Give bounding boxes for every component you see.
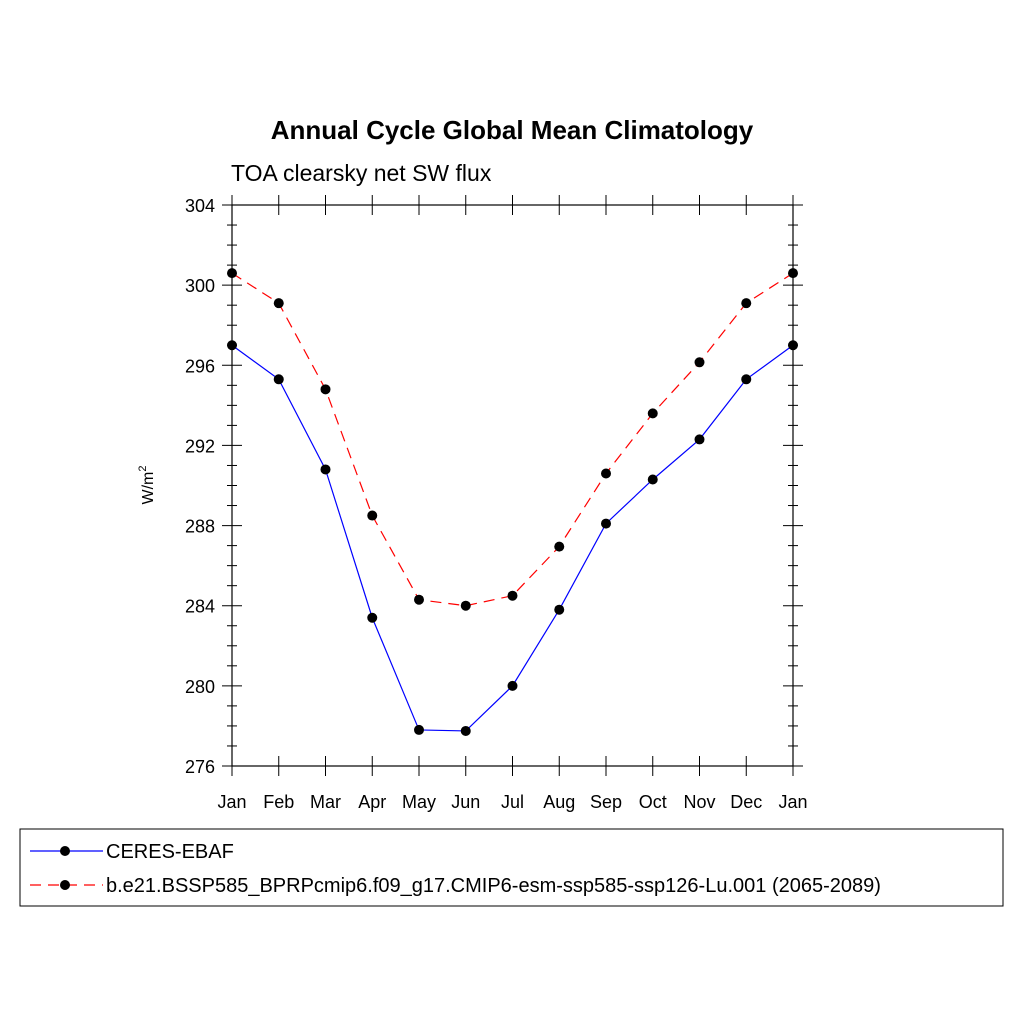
series-0-point [273,374,284,385]
series-0-point [460,725,471,736]
series-1-point [507,590,518,601]
series-1-point [227,268,237,279]
y-tick-labels: 276 280 284 288 292 296 300 304 [185,196,215,777]
axis-ticks [222,195,803,776]
x-tick-labels: Jan Feb Mar Apr May Jun Jul Aug Sep Oct Nov Dec Jan [217,792,807,812]
series-0-point [414,724,424,735]
x-tick-label: Mar [310,792,341,812]
series-1-point [414,594,424,605]
legend: CERES-EBAF b.e21.BSSP585_BPRPcmip6.f09_g1… [30,841,881,897]
y-tick-label: 292 [185,436,215,456]
series-0-point [507,680,518,691]
series-1-point [788,268,798,279]
chart-subtitle: TOA clearsky net SW flux [231,160,492,186]
x-tick-label: Jan [217,792,246,812]
x-tick-label: Jul [501,792,524,812]
y-axis-label: W/m2 [137,466,157,505]
y-tick-label: 300 [185,276,215,296]
series-1-point [367,510,378,521]
y-tick-label: 304 [185,196,215,216]
series-0-point [554,604,565,615]
legend-label-0: CERES-EBAF [106,841,234,863]
x-tick-label: Apr [358,792,386,812]
y-tick-label: 288 [185,517,215,537]
series-line-1 [231,272,794,607]
series-0-point [647,474,658,485]
y-tick-label: 280 [185,677,215,697]
series-1-point [601,468,611,479]
legend-label-1: b.e21.BSSP585_BPRPcmip6.f09_g17.CMIP6-es… [106,875,881,897]
series-1-point [273,298,284,309]
x-tick-label: Jan [778,792,807,812]
x-tick-label: Aug [543,792,575,812]
series-1-point [460,600,471,611]
x-tick-label: Oct [639,792,667,812]
x-tick-label: Jun [451,792,480,812]
series-0-point [367,612,378,623]
legend-marker-1 [60,880,70,890]
y-tick-label: 284 [185,597,215,617]
x-tick-label: May [402,792,436,812]
series-0-point [694,434,705,445]
series-1-point [694,357,705,368]
legend-box [19,828,1004,907]
y-tick-label: 296 [185,356,215,376]
y-tick-label: 276 [185,757,215,777]
chart-title: Annual Cycle Global Mean Climatology [271,115,754,145]
series-1-point [647,408,658,419]
series-1-point [554,541,565,552]
x-tick-label: Dec [730,792,762,812]
x-tick-label: Nov [683,792,715,812]
series-0-point [741,374,752,385]
series-1-point [741,298,752,309]
x-tick-label: Sep [590,792,622,812]
series-layer [227,268,798,736]
series-0-point [227,340,237,351]
series-0-point [601,518,611,529]
series-0-point [320,464,331,475]
x-tick-label: Feb [263,792,294,812]
legend-marker-0 [60,846,70,856]
series-line-0 [231,344,794,732]
series-1-point [320,384,331,395]
series-0-point [788,340,798,351]
